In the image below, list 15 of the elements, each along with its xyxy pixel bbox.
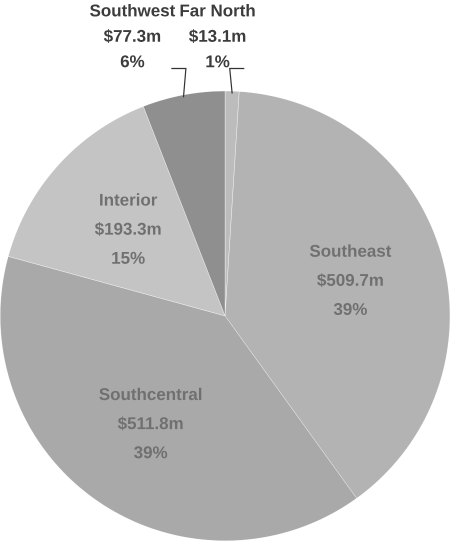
slice-label: Interior [100,193,158,206]
data-label: $193.3m [94,222,161,236]
data-label: $511.8m [118,416,183,430]
text: 39% [134,446,168,458]
text: 15% [112,252,145,264]
slice-label: Southwest [90,4,175,16]
text: 6% [120,55,144,68]
slice-label: Southeast [310,244,392,257]
data-label: $77.3m [104,29,160,43]
text: 39% [334,303,367,316]
data-label: $13.1m [188,29,246,44]
text: 1% [206,55,230,68]
slice-label: Southcentral [99,388,202,400]
slice-label: Far North [180,4,255,17]
data-label: $509.7m [317,273,383,288]
